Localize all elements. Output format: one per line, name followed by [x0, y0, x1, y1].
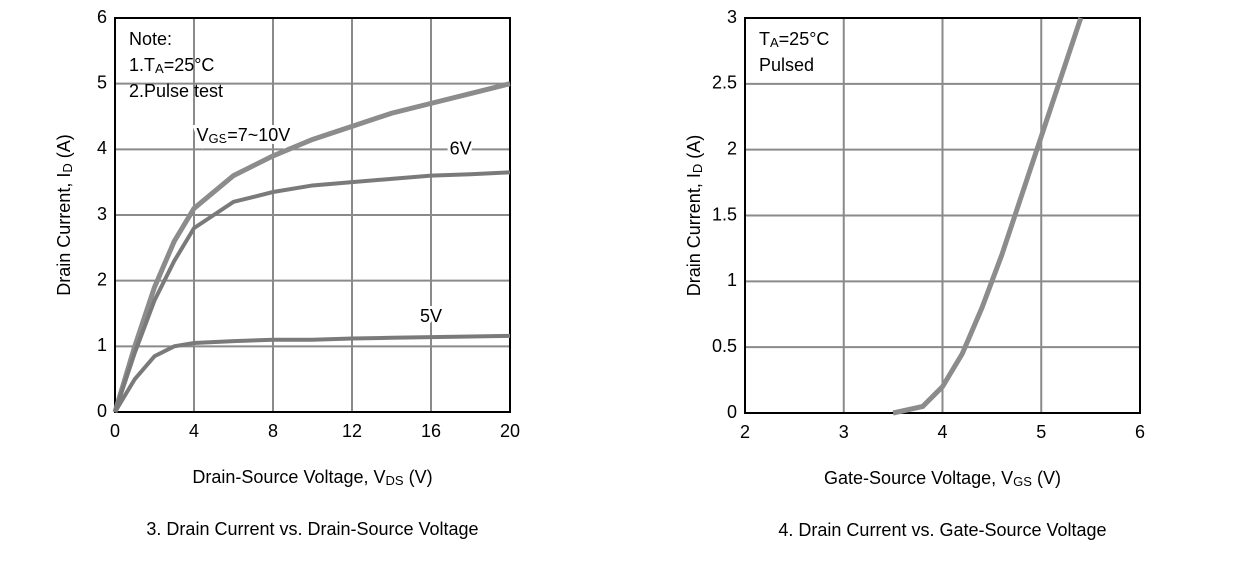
y-tick-label: 2 — [727, 138, 737, 158]
y-tick-label: 5 — [97, 72, 107, 92]
y-tick-label: 2.5 — [712, 73, 737, 93]
annotation-sub: A — [770, 35, 779, 50]
y-tick-label: 2 — [97, 269, 107, 289]
annotation: Note: — [129, 29, 172, 49]
y-axis-label: Drain Current, ID (A) — [684, 135, 706, 296]
caption: 4. Drain Current vs. Gate-Source Voltage — [778, 520, 1106, 540]
x-axis-label: Drain-Source Voltage, VDS (V) — [192, 467, 432, 489]
x-tick-label: 5 — [1036, 422, 1046, 442]
annotation-sub: A — [155, 61, 164, 76]
annotation: 2.Pulse test — [129, 81, 223, 101]
x-axis-label-sub: GS — [1013, 474, 1032, 489]
y-tick-label: 4 — [97, 138, 107, 158]
y-axis-label-part: Drain Current, I — [54, 173, 74, 296]
plot-frame — [114, 17, 511, 413]
curve — [113, 170, 511, 413]
x-tick-label: 4 — [189, 421, 199, 441]
plot-frame — [744, 17, 1141, 414]
annotation-part: 2.Pulse test — [129, 81, 223, 101]
x-axis-label-sub: DS — [386, 473, 404, 488]
curve — [112, 81, 511, 413]
curve-label-part: 5V — [420, 306, 442, 326]
annotation-part: =25°C — [779, 29, 830, 49]
x-axis-label: Gate-Source Voltage, VGS (V) — [824, 468, 1061, 490]
y-tick-label: 1 — [97, 335, 107, 355]
curve-label-part: =7~10V — [227, 125, 290, 145]
curve — [892, 17, 1084, 416]
x-tick-label: 8 — [268, 421, 278, 441]
y-axis-label-sub: D — [60, 163, 75, 172]
x-tick-label: 0 — [110, 421, 120, 441]
y-axis-label-part: Drain Current, I — [684, 173, 704, 296]
caption: 3. Drain Current vs. Drain-Source Voltag… — [146, 519, 478, 539]
x-tick-label: 4 — [937, 422, 947, 442]
curve-label: 6V — [450, 138, 472, 158]
x-tick-label: 2 — [740, 422, 750, 442]
annotation-part: Note: — [129, 29, 172, 49]
x-axis-label-part: (V) — [1032, 468, 1061, 488]
x-tick-label: 16 — [421, 421, 441, 441]
y-tick-label: 1.5 — [712, 204, 737, 224]
y-tick-label: 3 — [727, 7, 737, 27]
curve — [113, 333, 511, 414]
y-tick-label: 0 — [97, 401, 107, 421]
curve-label-part: V — [196, 125, 208, 145]
curve-label: 5V — [420, 306, 442, 326]
x-axis-label-part: Gate-Source Voltage, V — [824, 468, 1013, 488]
y-axis-label: Drain Current, ID (A) — [54, 134, 76, 295]
y-tick-label: 0 — [727, 402, 737, 422]
y-axis-label-part: (A) — [684, 135, 704, 164]
annotation-part: T — [759, 29, 770, 49]
curve-label: VGS=7~10V — [196, 125, 290, 147]
y-axis-label-part: (A) — [54, 134, 74, 163]
annotation: Pulsed — [759, 55, 814, 75]
y-tick-label: 0.5 — [712, 336, 737, 356]
annotation: TA=25°C — [759, 29, 829, 51]
x-axis-label-part: Drain-Source Voltage, V — [192, 467, 385, 487]
x-axis-label-part: (V) — [404, 467, 433, 487]
y-axis-label-sub: D — [690, 164, 705, 173]
y-tick-label: 1 — [727, 270, 737, 290]
y-tick-label: 6 — [97, 7, 107, 27]
y-tick-label: 3 — [97, 204, 107, 224]
x-tick-label: 3 — [839, 422, 849, 442]
x-tick-label: 6 — [1135, 422, 1145, 442]
x-tick-label: 20 — [500, 421, 520, 441]
curve-label-part: 6V — [450, 138, 472, 158]
x-tick-label: 12 — [342, 421, 362, 441]
annotation-part: Pulsed — [759, 55, 814, 75]
annotation-part: =25°C — [164, 55, 215, 75]
curve-label-sub: GS — [208, 132, 227, 147]
annotation-part: 1.T — [129, 55, 155, 75]
annotation: 1.TA=25°C — [129, 55, 214, 77]
